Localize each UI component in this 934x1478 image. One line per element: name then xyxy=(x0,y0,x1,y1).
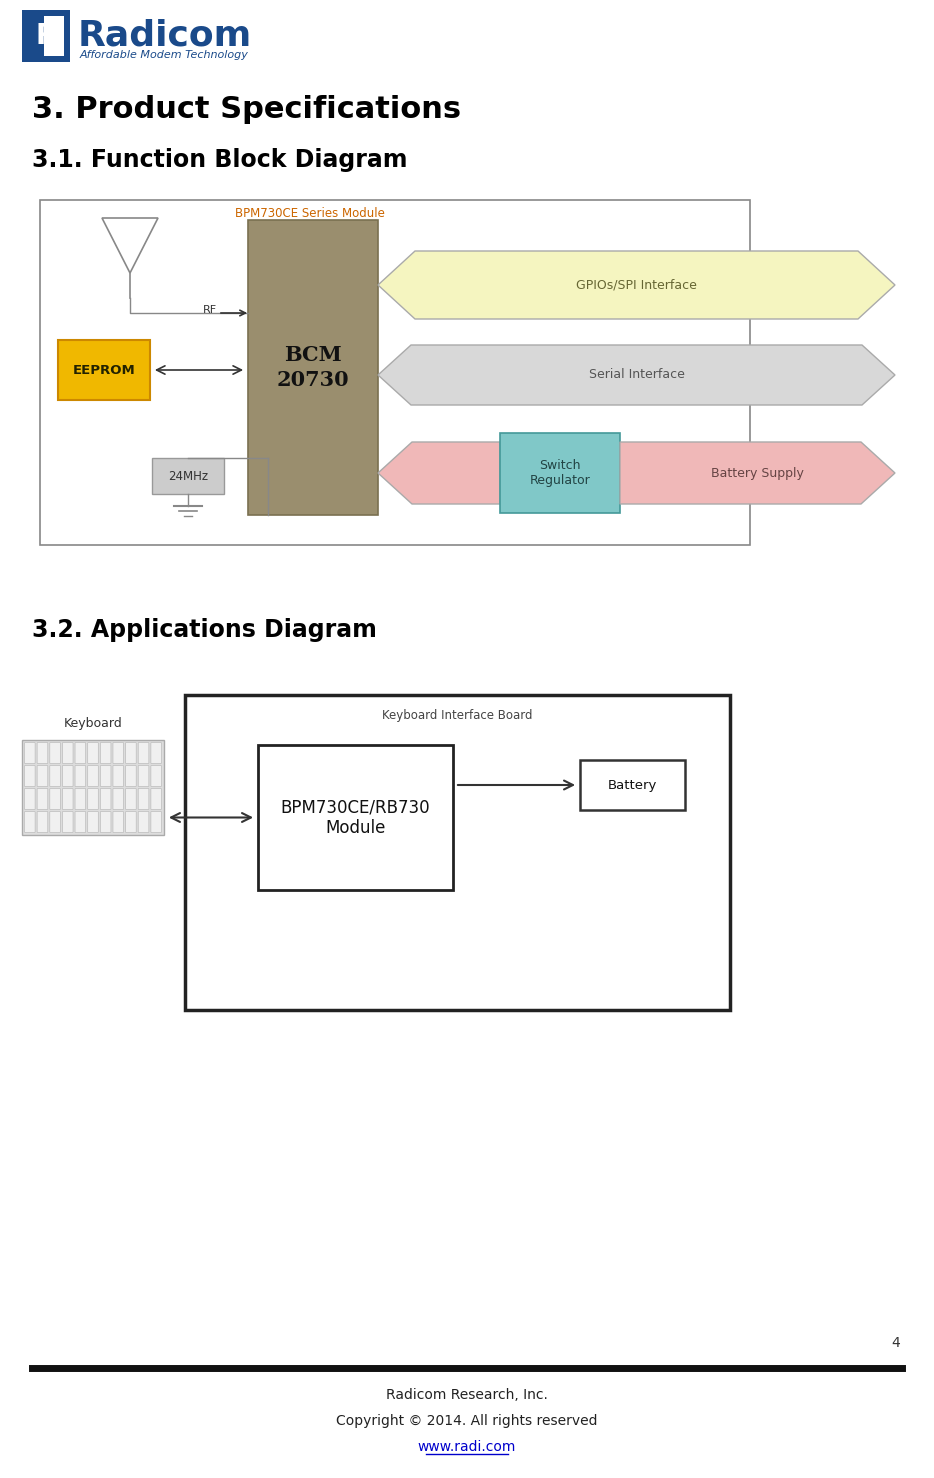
FancyBboxPatch shape xyxy=(37,811,48,832)
FancyBboxPatch shape xyxy=(151,742,162,764)
FancyBboxPatch shape xyxy=(138,788,149,810)
FancyBboxPatch shape xyxy=(88,811,98,832)
FancyBboxPatch shape xyxy=(50,788,61,810)
FancyBboxPatch shape xyxy=(125,788,136,810)
FancyBboxPatch shape xyxy=(138,811,149,832)
FancyBboxPatch shape xyxy=(88,788,98,810)
Text: 4: 4 xyxy=(891,1336,900,1349)
FancyBboxPatch shape xyxy=(151,788,162,810)
FancyBboxPatch shape xyxy=(63,788,73,810)
Text: Keyboard Interface Board: Keyboard Interface Board xyxy=(382,709,532,721)
FancyBboxPatch shape xyxy=(75,811,86,832)
FancyBboxPatch shape xyxy=(125,742,136,764)
Text: www.radi.com: www.radi.com xyxy=(417,1440,517,1454)
Text: 3.1. Function Block Diagram: 3.1. Function Block Diagram xyxy=(32,148,407,171)
Text: Radicom: Radicom xyxy=(78,18,252,52)
Text: BCM
20730: BCM 20730 xyxy=(276,344,349,390)
Polygon shape xyxy=(378,344,895,405)
FancyBboxPatch shape xyxy=(24,766,35,786)
FancyBboxPatch shape xyxy=(113,742,123,764)
FancyBboxPatch shape xyxy=(100,788,111,810)
FancyBboxPatch shape xyxy=(37,766,48,786)
Polygon shape xyxy=(378,442,500,504)
Text: Copyright © 2014. All rights reserved: Copyright © 2014. All rights reserved xyxy=(336,1414,598,1428)
FancyBboxPatch shape xyxy=(113,788,123,810)
Bar xyxy=(22,10,70,62)
Bar xyxy=(28,16,44,56)
Text: Battery: Battery xyxy=(608,779,658,792)
Text: Serial Interface: Serial Interface xyxy=(588,368,685,381)
Text: 3.2. Applications Diagram: 3.2. Applications Diagram xyxy=(32,618,377,641)
FancyBboxPatch shape xyxy=(100,766,111,786)
Text: RF: RF xyxy=(203,304,217,315)
Text: BPM730CE Series Module: BPM730CE Series Module xyxy=(234,207,385,220)
FancyBboxPatch shape xyxy=(138,742,149,764)
Text: Radicom Research, Inc.: Radicom Research, Inc. xyxy=(386,1388,548,1403)
Text: GPIOs/SPI Interface: GPIOs/SPI Interface xyxy=(576,278,697,291)
FancyBboxPatch shape xyxy=(50,811,61,832)
Bar xyxy=(580,760,685,810)
Bar xyxy=(248,220,378,514)
FancyBboxPatch shape xyxy=(88,742,98,764)
Text: Keyboard: Keyboard xyxy=(64,717,122,730)
FancyBboxPatch shape xyxy=(50,766,61,786)
FancyBboxPatch shape xyxy=(75,766,86,786)
FancyBboxPatch shape xyxy=(24,811,35,832)
FancyBboxPatch shape xyxy=(75,742,86,764)
Polygon shape xyxy=(378,251,895,319)
Bar xyxy=(40,200,750,545)
FancyBboxPatch shape xyxy=(125,811,136,832)
FancyBboxPatch shape xyxy=(63,742,73,764)
FancyBboxPatch shape xyxy=(100,811,111,832)
FancyBboxPatch shape xyxy=(125,766,136,786)
Text: Affordable Modem Technology: Affordable Modem Technology xyxy=(80,50,248,61)
Text: EEPROM: EEPROM xyxy=(73,364,135,377)
FancyBboxPatch shape xyxy=(88,766,98,786)
FancyBboxPatch shape xyxy=(63,766,73,786)
FancyBboxPatch shape xyxy=(24,788,35,810)
FancyBboxPatch shape xyxy=(151,766,162,786)
Text: R: R xyxy=(35,22,57,50)
Text: Battery Supply: Battery Supply xyxy=(711,467,804,479)
FancyBboxPatch shape xyxy=(50,742,61,764)
Bar xyxy=(28,16,64,56)
Polygon shape xyxy=(620,442,895,504)
Bar xyxy=(22,740,164,835)
FancyBboxPatch shape xyxy=(37,742,48,764)
FancyBboxPatch shape xyxy=(37,788,48,810)
FancyBboxPatch shape xyxy=(24,742,35,764)
FancyBboxPatch shape xyxy=(113,811,123,832)
Text: 24MHz: 24MHz xyxy=(168,470,208,482)
Text: Switch
Regulator: Switch Regulator xyxy=(530,460,590,486)
FancyBboxPatch shape xyxy=(151,811,162,832)
FancyBboxPatch shape xyxy=(138,766,149,786)
FancyBboxPatch shape xyxy=(100,742,111,764)
Bar xyxy=(258,745,453,890)
Text: BPM730CE/RB730
Module: BPM730CE/RB730 Module xyxy=(281,798,431,837)
FancyBboxPatch shape xyxy=(113,766,123,786)
Bar xyxy=(152,458,224,494)
FancyBboxPatch shape xyxy=(75,788,86,810)
Polygon shape xyxy=(102,217,158,273)
FancyBboxPatch shape xyxy=(63,811,73,832)
Bar xyxy=(185,695,730,1009)
Text: 3. Product Specifications: 3. Product Specifications xyxy=(32,95,461,124)
Bar xyxy=(58,340,150,401)
Bar xyxy=(500,433,620,513)
